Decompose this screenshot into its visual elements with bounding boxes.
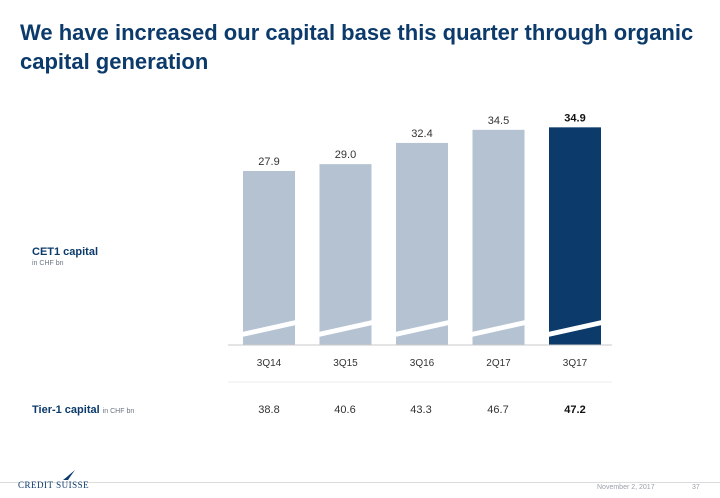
credit-suisse-logo: CREDIT SUISSE [18,480,90,490]
tier1-label: Tier-1 capital in CHF bn [32,404,134,416]
page-title: We have increased our capital base this … [20,20,694,74]
sail-logo-icon [63,470,75,480]
x-tick-label: 3Q15 [333,358,358,369]
bar-value-label: 29.0 [335,149,356,161]
tier1-label-main: Tier-1 capital [32,404,100,416]
cet1-label-main: CET1 capital [32,246,99,258]
bar-highlight [549,127,601,345]
bar-value-label: 27.9 [258,156,279,168]
bar [319,164,372,345]
bar [396,142,448,345]
axis-break [548,320,602,337]
axis-break [395,320,449,337]
axis-break [318,320,373,337]
tier1-value: 40.6 [334,404,356,416]
footer-divider [0,482,720,483]
x-tick-label: 3Q14 [257,358,282,369]
x-tick-label: 3Q16 [410,358,435,369]
tier1-label-unit: in CHF bn [102,408,135,415]
bar [243,170,295,345]
x-tick-label: 3Q17 [563,358,588,369]
cet1-label: CET1 capital in CHF bn [32,246,98,267]
cet1-label-unit: in CHF bn [32,260,64,267]
axis-break [471,320,526,337]
tier1-value-highlight: 47.2 [564,404,586,416]
bar-value-label: 32.4 [411,128,432,140]
axis-break [242,320,296,337]
x-tick-label: 2Q17 [486,358,511,369]
tier1-value: 46.7 [487,404,509,416]
page-number: 37 [692,484,700,491]
tier1-value: 43.3 [410,404,432,416]
tier1-value: 38.8 [258,404,280,416]
footer-date: November 2, 2017 [597,484,655,491]
bar-value-label: 34.5 [488,115,509,127]
bar [472,129,525,345]
bar-value-label: 34.9 [564,112,585,124]
